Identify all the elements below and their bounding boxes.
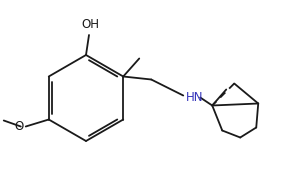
Text: OH: OH bbox=[81, 18, 99, 31]
Text: O: O bbox=[15, 120, 24, 133]
Text: HN: HN bbox=[186, 91, 204, 104]
